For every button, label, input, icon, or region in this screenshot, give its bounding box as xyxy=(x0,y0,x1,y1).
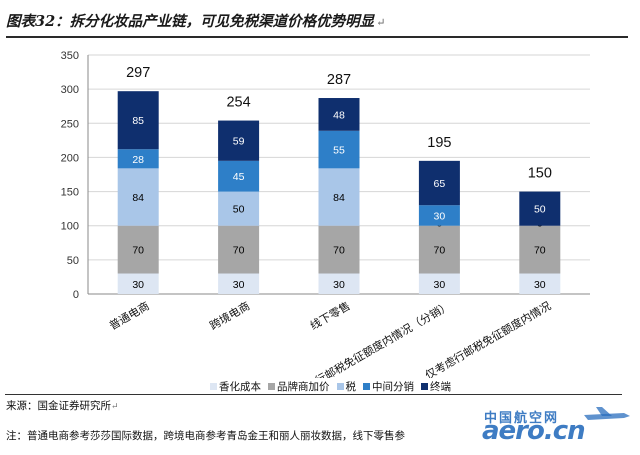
legend-label: 香化成本 xyxy=(219,380,261,393)
bar-total-label: 195 xyxy=(427,135,451,151)
segment-value-label: 70 xyxy=(434,245,446,257)
watermark-logo: 中国航空网 aero.cn xyxy=(482,407,636,451)
bar-segment xyxy=(117,225,159,274)
figure-title: 图表32：拆分化妆品产业链，可见免税渠道价格优势明显 ↵ xyxy=(6,10,628,38)
note-text: 注：普通电商参考莎莎国际数据，跨境电商参考青岛金王和丽人丽妆数据，线下零售参 xyxy=(6,430,405,442)
segment-value-label: 30 xyxy=(333,279,345,291)
legend-label: 税 xyxy=(345,380,357,393)
x-category-label: 普通电商 xyxy=(107,298,152,332)
bar-segment xyxy=(218,120,260,161)
stacked-bar-chart: 0 50 100 150 200 250 300 350 30 70 84 28 85 297 普通电商 30… xyxy=(61,50,590,378)
segment-value-label: 30 xyxy=(434,279,446,291)
chart-legend: 香化成本 品牌商加价 税 中间分销 终端 xyxy=(210,379,451,394)
watermark-en: aero.cn xyxy=(482,416,586,446)
segment-value-label: 70 xyxy=(132,245,144,257)
watermark-cn: 中国航空网 xyxy=(484,411,560,426)
bar-segment xyxy=(318,168,360,226)
bar-segment xyxy=(519,225,561,274)
segment-value-label: 30 xyxy=(534,279,546,291)
figure-title-text: 图表32：拆分化妆品产业链，可见免税渠道价格优势明显 xyxy=(6,13,375,30)
legend-item: 香化成本 xyxy=(210,379,261,394)
bar-segment xyxy=(418,273,460,294)
x-category-label: 跨境电商 xyxy=(207,298,252,332)
y-tick-label: 300 xyxy=(61,84,79,96)
paragraph-mark-icon: ↵ xyxy=(376,16,386,29)
segment-value-label: 50 xyxy=(534,204,546,216)
bar-segment xyxy=(218,160,260,192)
legend-item: 中间分销 xyxy=(363,379,414,394)
bar-segment xyxy=(318,130,360,169)
source-text: 来源：国金证券研究所 xyxy=(6,400,111,412)
bar-segment xyxy=(117,168,159,226)
source-line: 来源：国金证券研究所↵ xyxy=(6,398,119,413)
bar-segment xyxy=(519,273,561,294)
bar-total-label: 287 xyxy=(327,72,351,88)
bar-segment xyxy=(218,225,260,274)
legend-item: 终端 xyxy=(421,379,451,394)
y-tick-label: 50 xyxy=(67,255,79,267)
y-tick-label: 150 xyxy=(61,187,79,199)
y-tick-label: 200 xyxy=(61,152,79,164)
segment-value-label: 28 xyxy=(132,154,144,166)
legend-label: 品牌商加价 xyxy=(277,380,330,393)
note-line: 注：普通电商参考莎莎国际数据，跨境电商参考青岛金王和丽人丽妆数据，线下零售参 xyxy=(6,428,405,443)
segment-value-label: 70 xyxy=(233,245,245,257)
segment-value-label: 55 xyxy=(333,145,345,157)
segment-value-label: 48 xyxy=(333,109,345,121)
x-category-label: 仅考虑行邮税免征额度内情况（分销） xyxy=(284,298,453,378)
airplane-icon xyxy=(584,407,630,420)
bar-segment xyxy=(218,273,260,294)
legend-swatch xyxy=(421,382,428,390)
bar-segment xyxy=(318,273,360,294)
segment-value-label: 70 xyxy=(333,245,345,257)
y-tick-label: 100 xyxy=(61,221,79,233)
legend-item: 税 xyxy=(336,379,357,394)
bar-total-label: 254 xyxy=(226,95,250,111)
legend-label: 中间分销 xyxy=(372,380,414,393)
segment-value-label: 50 xyxy=(233,204,245,216)
x-category-label: 线下零售 xyxy=(307,298,352,332)
paragraph-mark-icon: ↵ xyxy=(111,402,119,412)
bar-segment xyxy=(418,160,460,206)
legend-swatch xyxy=(268,382,275,390)
bar-segment xyxy=(318,98,360,131)
y-tick-label: 350 xyxy=(61,50,79,62)
legend-item: 品牌商加价 xyxy=(268,379,330,394)
y-tick-label: 0 xyxy=(73,289,79,301)
segment-value-label: 45 xyxy=(233,171,245,183)
segment-value-label: 59 xyxy=(233,136,245,148)
segment-value-label: 84 xyxy=(132,192,144,204)
segment-value-label: 30 xyxy=(434,210,446,222)
divider-top xyxy=(5,394,622,395)
segment-value-label: 84 xyxy=(333,192,345,204)
bar-segment xyxy=(418,205,460,226)
legend-swatch xyxy=(336,382,344,390)
bar-segment xyxy=(117,91,159,150)
legend-swatch xyxy=(210,382,217,390)
bar-total-label: 150 xyxy=(528,166,552,182)
segment-value-label: 30 xyxy=(233,279,245,291)
y-tick-label: 250 xyxy=(61,118,79,130)
segment-value-label: 85 xyxy=(132,115,144,127)
bar-segment xyxy=(318,225,360,274)
legend-label: 终端 xyxy=(430,380,451,393)
segment-value-label: 70 xyxy=(534,245,546,257)
bar-total-label: 297 xyxy=(126,65,150,81)
bar-segment xyxy=(519,191,561,226)
segment-value-label: 65 xyxy=(434,178,446,190)
bar-segment xyxy=(117,273,159,294)
bar-segment xyxy=(418,225,460,274)
segment-value-label: 30 xyxy=(132,279,144,291)
legend-swatch xyxy=(363,382,370,390)
bar-segment xyxy=(117,149,159,169)
bar-segment xyxy=(218,191,260,226)
